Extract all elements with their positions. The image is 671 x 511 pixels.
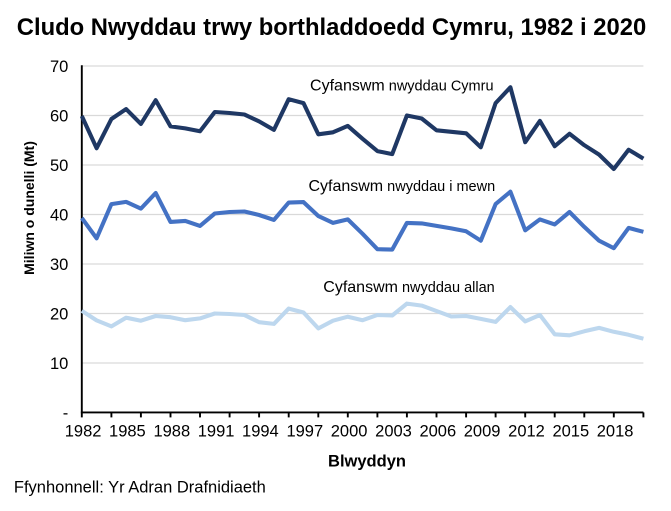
svg-text:70: 70 (50, 58, 68, 76)
svg-text:1982: 1982 (65, 423, 102, 441)
svg-text:2009: 2009 (464, 423, 501, 441)
svg-text:20: 20 (50, 305, 68, 323)
svg-text:1991: 1991 (198, 423, 235, 441)
svg-text:10: 10 (50, 355, 68, 373)
svg-text:1985: 1985 (109, 423, 146, 441)
svg-text:Blwyddyn: Blwyddyn (328, 453, 406, 471)
svg-text:2003: 2003 (375, 423, 412, 441)
svg-text:1997: 1997 (286, 423, 323, 441)
svg-text:1988: 1988 (153, 423, 190, 441)
svg-text:2000: 2000 (331, 423, 368, 441)
svg-text:50: 50 (50, 157, 68, 175)
svg-text:Cyfanswm nwyddau i mewn: Cyfanswm nwyddau i mewn (308, 178, 495, 195)
svg-text:-: - (63, 404, 69, 422)
svg-text:Cyfanswm nwyddau Cymru: Cyfanswm nwyddau Cymru (310, 77, 493, 94)
svg-text:60: 60 (50, 107, 68, 125)
svg-text:2012: 2012 (508, 423, 545, 441)
svg-text:2015: 2015 (552, 423, 589, 441)
svg-text:2018: 2018 (597, 423, 634, 441)
svg-text:Ffynhonnell: Yr Adran Drafnidi: Ffynhonnell: Yr Adran Drafnidiaeth (14, 479, 266, 497)
svg-text:1994: 1994 (242, 423, 279, 441)
svg-text:Cyfanswm nwyddau allan: Cyfanswm nwyddau allan (323, 279, 494, 296)
svg-text:Cludo Nwyddau trwy borthladdoe: Cludo Nwyddau trwy borthladdoedd Cymru, … (17, 14, 646, 41)
svg-text:30: 30 (50, 256, 68, 274)
svg-text:2006: 2006 (419, 423, 456, 441)
svg-text:40: 40 (50, 206, 68, 224)
svg-text:Miliwn o dunelli (Mt): Miliwn o dunelli (Mt) (21, 141, 37, 275)
